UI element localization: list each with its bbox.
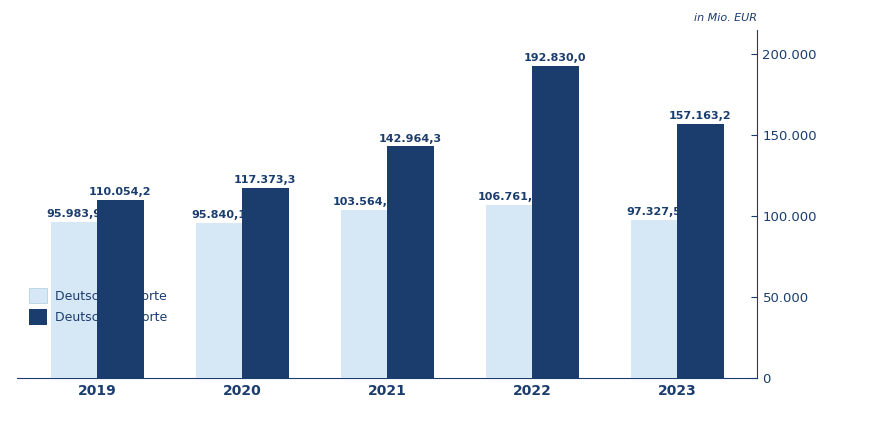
Bar bbox=[532, 66, 578, 378]
Text: 192.830,0: 192.830,0 bbox=[523, 53, 586, 63]
Text: 106.761,6: 106.761,6 bbox=[477, 192, 540, 202]
Legend: Deutsche Exporte, Deutsche Importe: Deutsche Exporte, Deutsche Importe bbox=[23, 283, 172, 329]
Bar bbox=[97, 199, 143, 378]
Text: 157.163,2: 157.163,2 bbox=[668, 111, 731, 121]
Text: 110.054,2: 110.054,2 bbox=[89, 187, 151, 197]
Text: 95.840,1: 95.840,1 bbox=[191, 210, 246, 220]
Bar bbox=[485, 205, 532, 378]
Text: in Mio. EUR: in Mio. EUR bbox=[693, 13, 756, 23]
Text: 95.983,9: 95.983,9 bbox=[46, 209, 102, 220]
Bar bbox=[676, 124, 723, 378]
Bar bbox=[196, 223, 242, 378]
Bar bbox=[387, 146, 433, 378]
Text: 117.373,3: 117.373,3 bbox=[234, 175, 296, 185]
Text: 103.564,4: 103.564,4 bbox=[332, 197, 395, 207]
Bar bbox=[50, 222, 97, 378]
Bar bbox=[630, 220, 676, 378]
Bar bbox=[341, 210, 387, 378]
Text: 142.964,3: 142.964,3 bbox=[378, 133, 441, 144]
Bar bbox=[242, 188, 289, 378]
Text: 97.327,5: 97.327,5 bbox=[626, 207, 680, 218]
